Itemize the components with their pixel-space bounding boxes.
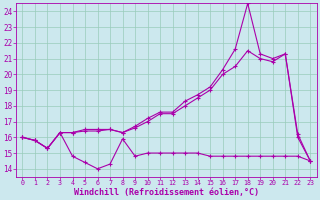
- X-axis label: Windchill (Refroidissement éolien,°C): Windchill (Refroidissement éolien,°C): [74, 188, 259, 197]
